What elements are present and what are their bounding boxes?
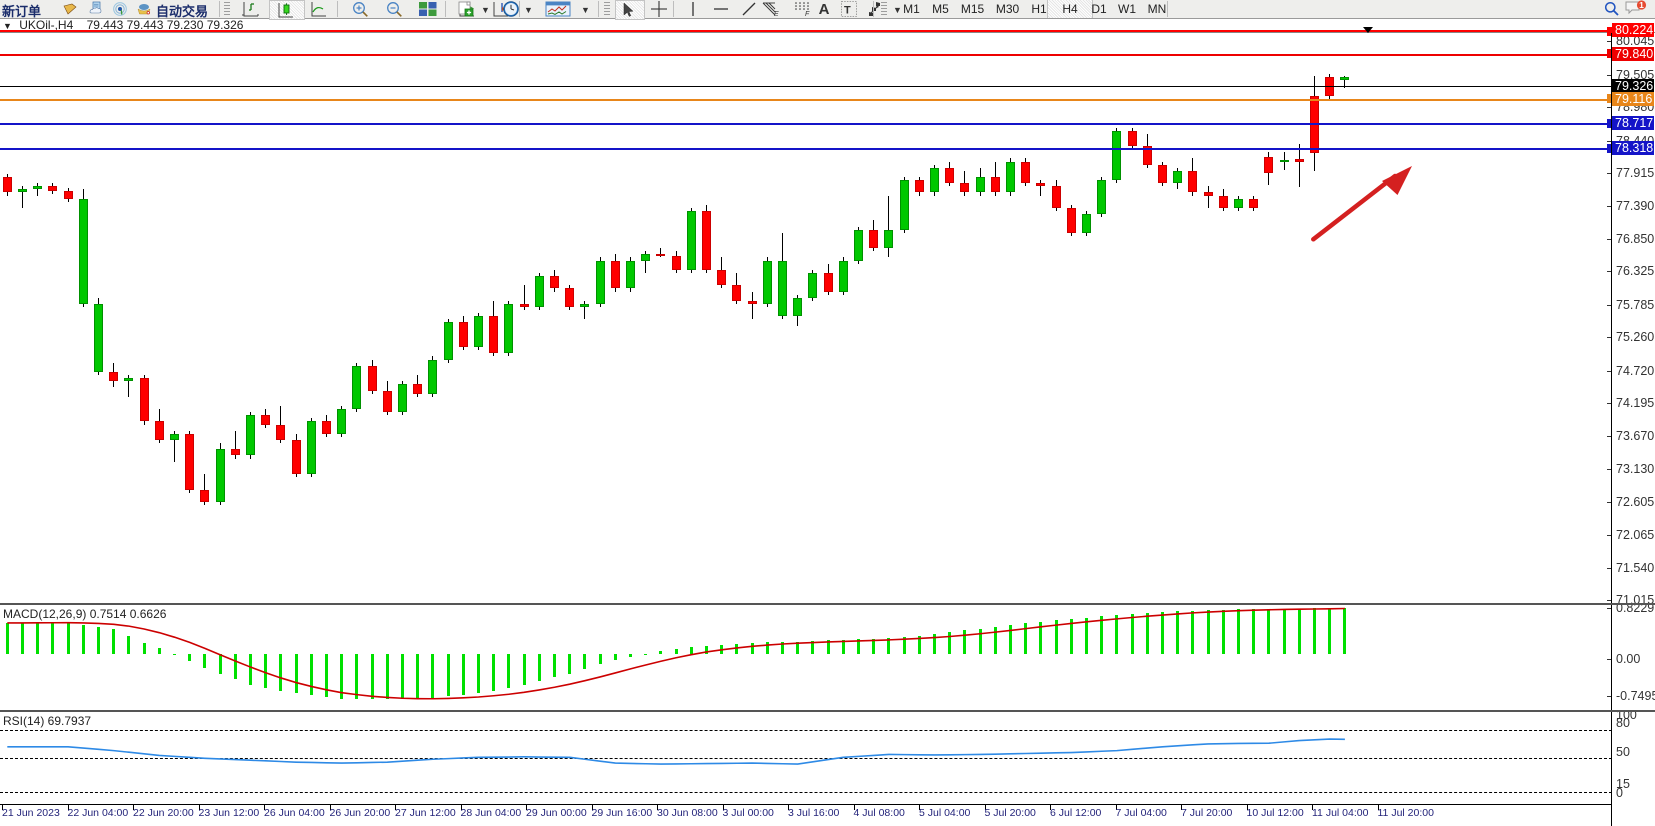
svg-text:T: T — [844, 5, 851, 17]
svg-text:1: 1 — [1639, 0, 1644, 10]
svg-text:E: E — [774, 11, 779, 17]
svg-text:F: F — [805, 11, 810, 17]
